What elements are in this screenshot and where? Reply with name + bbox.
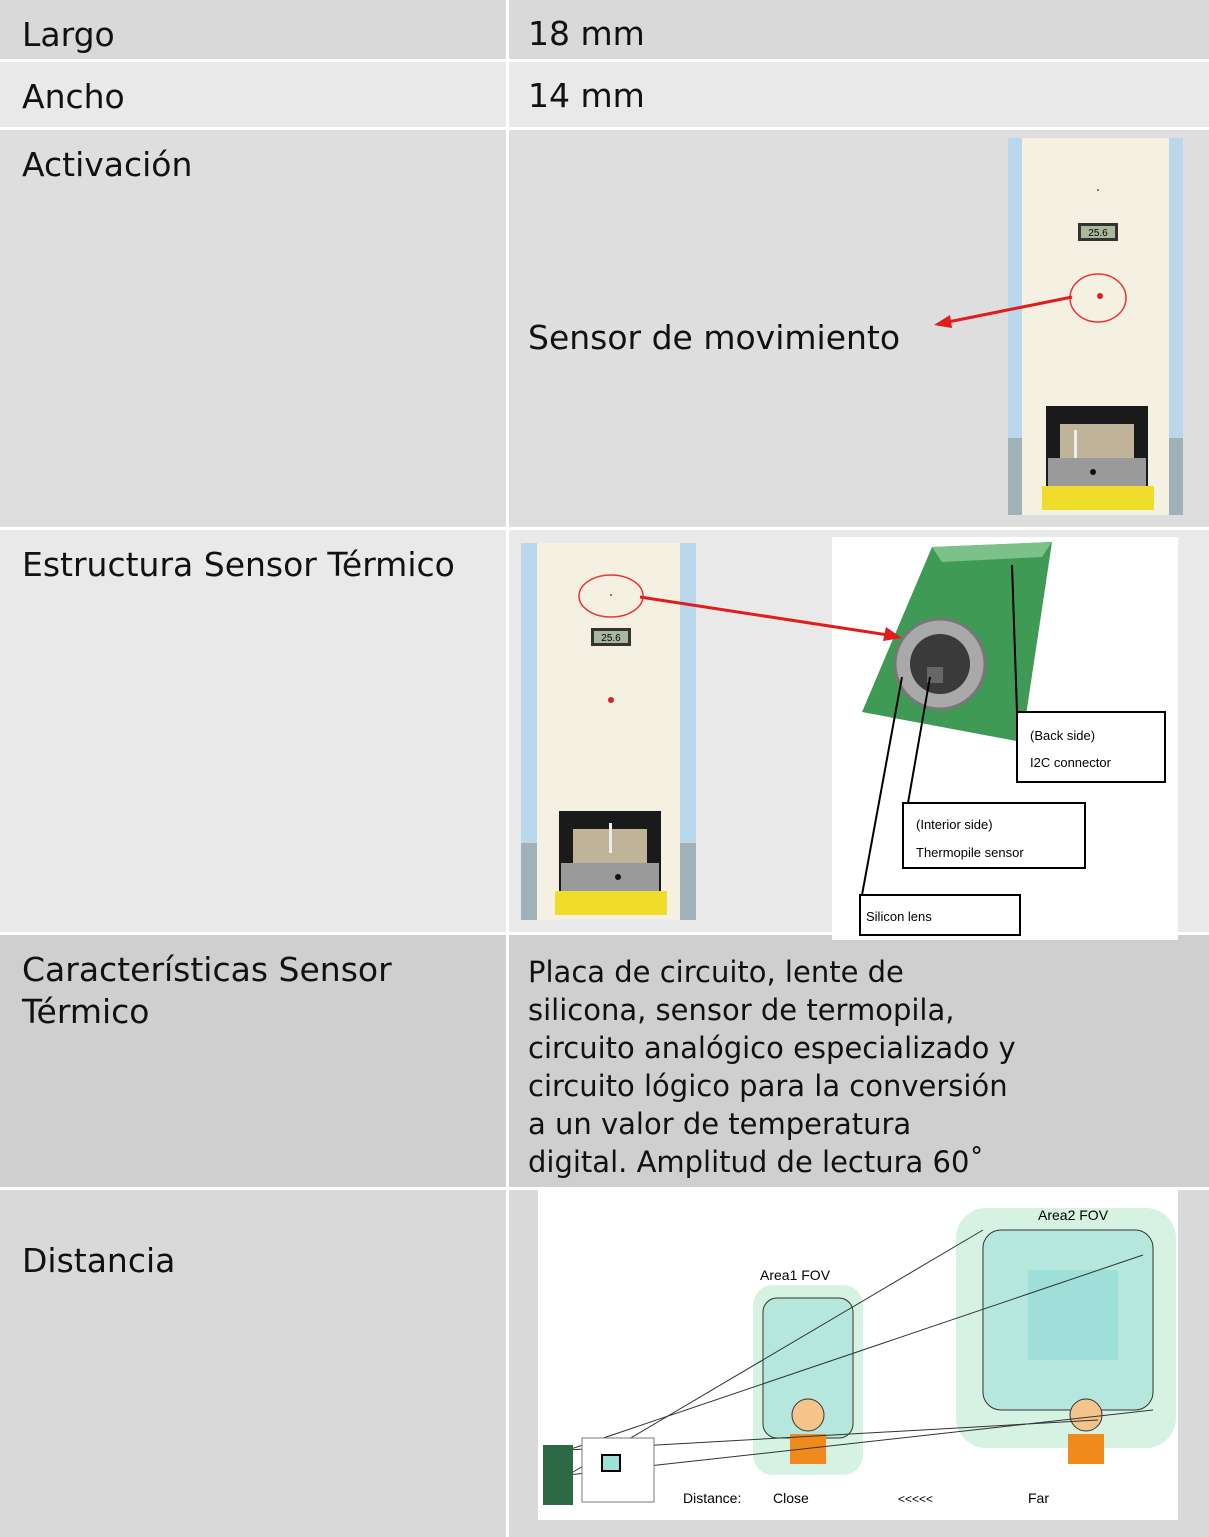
cell: Placa de circuito, lente de silicona, se… (528, 953, 1016, 1181)
sensor-image: (Back side) I2C connector (Interior side… (832, 537, 1178, 940)
text-line: silicona, sensor de termopila, (528, 993, 955, 1027)
row: Largo 18 mm (0, 0, 1209, 62)
cell: Activación (22, 145, 193, 184)
figure-label: Far (1028, 1490, 1049, 1506)
device-image: 25.6 (1008, 138, 1183, 515)
text-line: Placa de circuito, lente de (528, 955, 904, 989)
cell: Estructura Sensor Térmico (22, 545, 455, 584)
figure-label: (Interior side) (916, 817, 993, 832)
lcd-text: 25.6 (601, 633, 621, 644)
cell: Ancho (22, 77, 125, 116)
cell: 18 mm (528, 14, 645, 53)
text-line: circuito lógico para la conversión (528, 1069, 1008, 1103)
figure-label: Area2 FOV (1038, 1207, 1109, 1223)
cell: 14 mm (528, 76, 645, 115)
cell: Distancia (22, 1241, 176, 1280)
row: Activación Sensor de movimiento (0, 130, 1209, 530)
figure-label: Area1 FOV (760, 1267, 831, 1283)
figure-label: (Back side) (1030, 728, 1095, 743)
device-image: 25.6 (521, 543, 696, 920)
cell: Características Sensor Térmico (22, 950, 392, 1031)
arrow (934, 295, 1073, 328)
cell: Largo (22, 15, 115, 54)
row: Ancho 14 mm (0, 62, 1209, 130)
text-line: circuito analógico especializado y (528, 1031, 1016, 1065)
text-line: a un valor de temperatura (528, 1107, 912, 1141)
figure-label: Close (773, 1490, 809, 1506)
figure-label: Silicon lens (866, 909, 932, 924)
column-divider (506, 0, 509, 1537)
row: Características Sensor Térmico Placa de … (0, 935, 1209, 1190)
distance-image: Area2 FOV Area1 FOV Distance: Close <<<<… (538, 1190, 1178, 1520)
arrow (639, 595, 902, 641)
figure-label: <<<<< (898, 1492, 933, 1506)
figure-label: Distance: (683, 1490, 741, 1506)
figure-label: I2C connector (1030, 755, 1112, 770)
text-line: digital. Amplitud de lectura 60˚ (528, 1145, 984, 1179)
figure-label: Thermopile sensor (916, 845, 1024, 860)
lcd-text: 25.6 (1088, 228, 1108, 239)
cell: Sensor de movimiento (528, 318, 901, 357)
